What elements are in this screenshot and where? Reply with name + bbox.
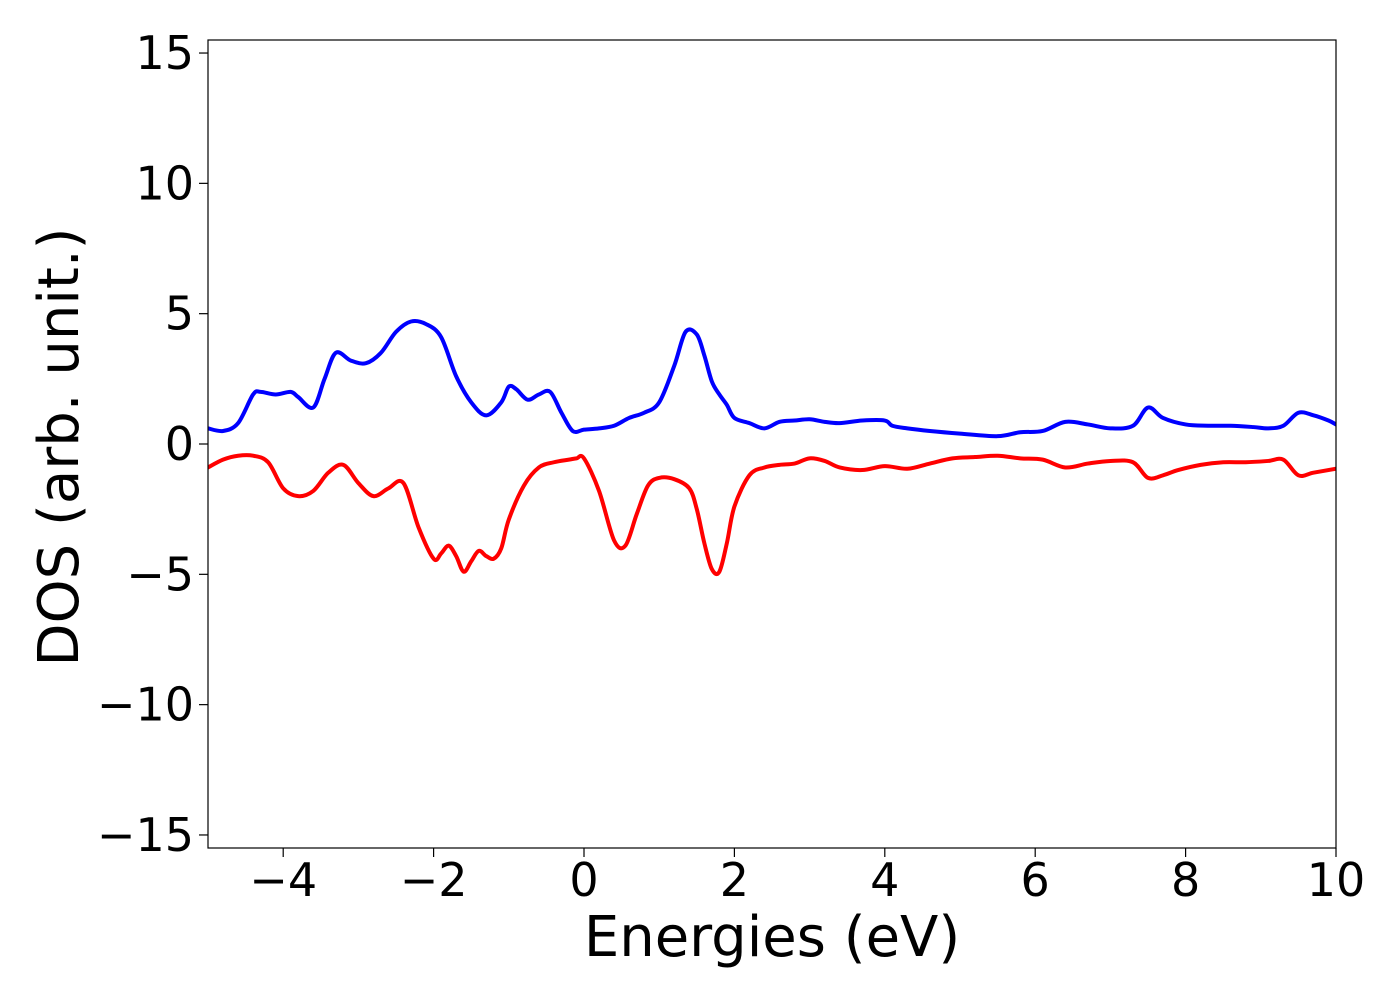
y-tick-label: −10 [97, 678, 194, 732]
y-axis-label: DOS (arb. unit.) [27, 227, 92, 666]
series-layer [208, 318, 1336, 577]
x-tick-label: 8 [1171, 853, 1200, 907]
series-line-2 [208, 453, 1336, 577]
x-axis-label: Energies (eV) [584, 905, 960, 970]
x-tick-label: 2 [720, 853, 749, 907]
y-tick-label: −5 [126, 547, 194, 601]
y-tick-label: 0 [165, 417, 194, 471]
y-tick-label: 5 [165, 287, 194, 341]
x-tick-label: 10 [1307, 853, 1366, 907]
plot-frame [207, 39, 1337, 849]
x-tick-label: 6 [1021, 853, 1050, 907]
y-tick-label: −15 [97, 808, 194, 862]
x-tick-label: 0 [569, 853, 598, 907]
x-axis-ticks: −4 −2 0 2 4 6 8 10 [249, 848, 1365, 907]
x-tick-label: 4 [870, 853, 899, 907]
y-axis-ticks: −15 −10 −5 0 5 10 15 [97, 26, 208, 862]
x-tick-label: −4 [249, 853, 317, 907]
x-tick-label: −2 [400, 853, 468, 907]
y-tick-label: 15 [135, 26, 194, 80]
y-tick-label: 10 [135, 156, 194, 210]
series-line-1 [208, 318, 1336, 439]
